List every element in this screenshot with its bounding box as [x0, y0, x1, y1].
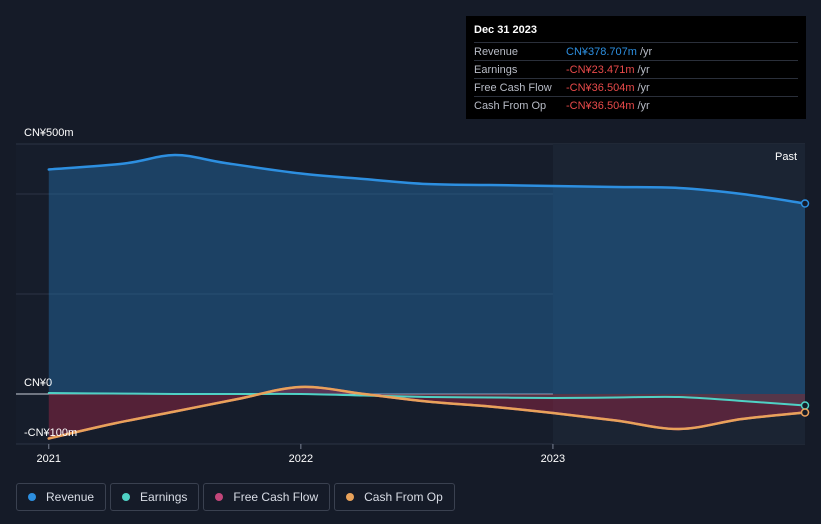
tooltip-label: Revenue — [474, 45, 519, 58]
area-free-cash-flow — [48, 386, 806, 439]
x-tick-label: 2021 — [37, 453, 61, 465]
tooltip-value: -CN¥36.504m — [566, 81, 635, 94]
end-marker-earnings — [800, 401, 810, 410]
tooltip-unit: /yr — [637, 81, 650, 94]
x-axis-ticks: 2021 2022 2023 — [37, 444, 565, 465]
tooltip-value: -CN¥23.471m — [566, 63, 635, 76]
tooltip-unit: /yr — [639, 45, 653, 58]
legend: Revenue Earnings Free Cash Flow Cash Fro… — [16, 483, 455, 511]
x-tick-label: 2022 — [289, 453, 313, 465]
legend-label: Free Cash Flow — [233, 490, 319, 504]
y-tick-label: CN¥500m — [24, 127, 74, 139]
tooltip-value: CN¥378.707m — [566, 45, 637, 58]
line-revenue — [47, 153, 807, 205]
past-label: Past — [775, 151, 797, 163]
tooltip: Dec 31 2023 Revenue CN¥378.707m /yr Earn… — [466, 16, 806, 119]
line-earnings — [47, 392, 806, 407]
tooltip-row-free-cash-flow: Free Cash Flow -CN¥36.504m /yr — [474, 78, 798, 96]
end-marker-revenue — [800, 199, 810, 208]
y-tick-label: -CN¥100m — [24, 427, 77, 439]
tooltip-label: Cash From Op — [474, 99, 547, 112]
x-tick-label: 2023 — [541, 453, 565, 465]
tooltip-row-revenue: Revenue CN¥378.707m /yr — [474, 42, 798, 60]
end-marker-cash-from-op — [800, 408, 810, 417]
legend-label: Earnings — [140, 490, 188, 504]
legend-dot-icon — [346, 493, 355, 501]
legend-dot-icon — [28, 493, 36, 501]
tooltip-row-earnings: Earnings -CN¥23.471m /yr — [474, 60, 798, 78]
y-tick-label: CN¥0 — [24, 377, 52, 389]
area-earnings — [48, 393, 806, 406]
tooltip-unit: /yr — [637, 99, 650, 112]
tooltip-unit: /yr — [637, 63, 650, 76]
tooltip-row-cash-from-op: Cash From Op -CN¥36.504m /yr — [474, 96, 798, 114]
tooltip-label: Free Cash Flow — [474, 81, 552, 94]
line-cash-from-op — [47, 385, 807, 440]
series-areas — [48, 154, 806, 439]
legend-label: Cash From Op — [364, 490, 443, 504]
legend-dot-icon — [122, 493, 131, 501]
series-end-markers — [800, 199, 810, 417]
legend-item-revenue[interactable]: Revenue — [16, 483, 107, 511]
legend-label: Revenue — [46, 490, 95, 504]
tooltip-label: Earnings — [474, 63, 518, 76]
tooltip-value: -CN¥36.504m — [566, 99, 635, 112]
legend-item-earnings[interactable]: Earnings — [110, 483, 200, 511]
series-lines — [47, 153, 807, 440]
y-axis-ticks: CN¥500m CN¥0 -CN¥100m — [24, 127, 77, 439]
tooltip-date: Dec 31 2023 — [474, 24, 537, 36]
area-revenue — [48, 154, 806, 394]
legend-dot-icon — [215, 493, 224, 501]
legend-item-free-cash-flow[interactable]: Free Cash Flow — [203, 483, 331, 511]
legend-item-cash-from-op[interactable]: Cash From Op — [334, 483, 455, 511]
past-shade — [552, 144, 805, 444]
